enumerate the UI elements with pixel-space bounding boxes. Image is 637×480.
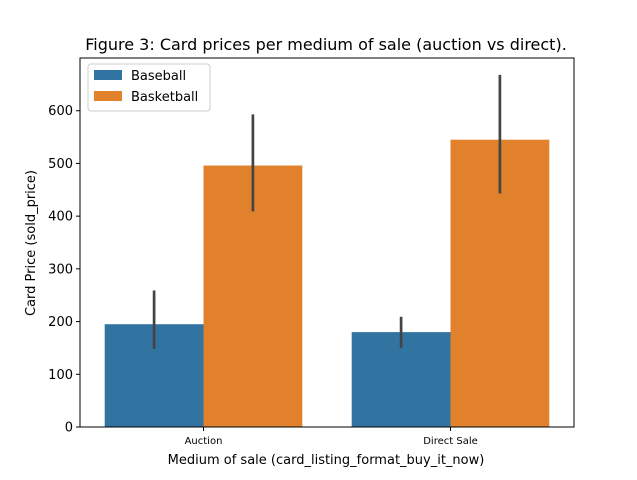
y-axis-label: Card Price (sold_price) [24, 170, 39, 316]
legend-label-baseball: Baseball [131, 69, 186, 84]
legend-swatch-basketball [94, 91, 122, 101]
y-tick-label: 500 [48, 157, 73, 172]
chart-title: Figure 3: Card prices per medium of sale… [85, 35, 567, 54]
legend-label-basketball: Basketball [131, 90, 198, 105]
y-tick-label: 400 [48, 210, 73, 225]
y-tick-label: 200 [48, 315, 73, 330]
legend-swatch-baseball [94, 70, 122, 80]
y-tick-label: 0 [65, 421, 73, 436]
x-tick-label: Direct Sale [423, 436, 478, 447]
x-axis: Auction Direct Sale [185, 427, 478, 447]
y-tick-label: 100 [48, 368, 73, 383]
plot-area [104, 74, 550, 427]
legend: Baseball Basketball [87, 63, 211, 112]
plot-frame [79, 57, 575, 428]
y-tick-label: 300 [48, 262, 73, 277]
bar-baseball-1 [351, 332, 451, 427]
y-tick-label: 600 [48, 104, 73, 119]
y-axis: 0 100 200 300 400 500 600 [48, 104, 80, 436]
x-tick-label: Auction [185, 436, 223, 447]
x-axis-label: Medium of sale (card_listing_format_buy_… [168, 453, 485, 468]
